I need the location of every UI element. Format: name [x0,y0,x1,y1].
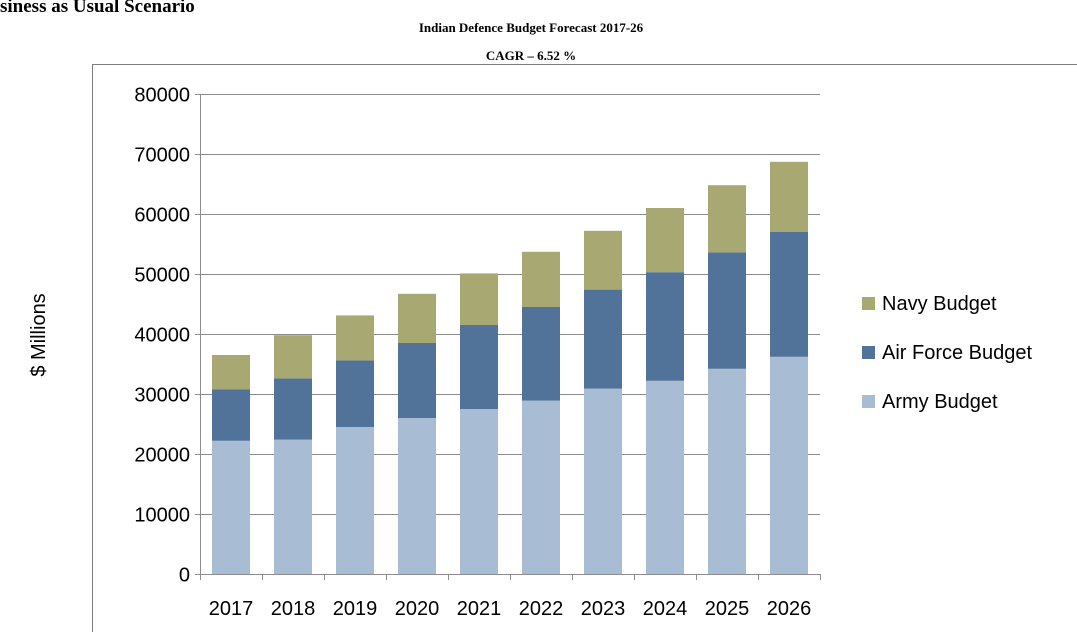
chart-title: Indian Defence Budget Forecast 2017-26 [418,20,644,35]
bar-army-budget [708,368,746,574]
bar-air-force-budget [584,289,622,389]
bar-navy-budget [336,315,374,361]
bar-air-force-budget [212,389,250,441]
bar-navy-budget [770,161,808,232]
bar-navy-budget [212,355,250,390]
bar-army-budget [770,356,808,574]
bar-air-force-budget [646,272,684,381]
bar-navy-budget [274,335,312,379]
x-tick-label: 2023 [581,598,626,620]
y-tick-label: 50000 [134,265,190,287]
x-tick-label: 2018 [271,598,316,620]
axes [195,94,821,580]
bar-air-force-budget [398,343,436,418]
legend-label: Navy Budget [882,293,997,315]
bar-army-budget [274,439,312,574]
bar-navy-budget [708,185,746,253]
x-tick-label: 2024 [643,598,688,620]
bar-air-force-budget [522,307,560,401]
bar-navy-budget [460,273,498,325]
bar-army-budget [212,440,250,574]
bar-air-force-budget [708,252,746,369]
y-tick-label: 10000 [134,505,190,527]
x-tick-label: 2022 [519,598,564,620]
x-tick-label: 2026 [767,598,812,620]
bar-army-budget [336,427,374,574]
y-tick-label: 30000 [134,385,190,407]
y-axis-label: $ Millions [28,293,50,376]
bar-army-budget [584,388,622,574]
bar-army-budget [460,409,498,574]
bar-air-force-budget [460,325,498,409]
bar-navy-budget [398,293,436,343]
y-tick-label: 40000 [134,325,190,347]
chart-frame [92,64,1077,632]
x-tick-label: 2021 [457,598,502,620]
bar-navy-budget [584,230,622,290]
x-tick-label: 2025 [705,598,750,620]
legend-swatch [862,297,875,310]
y-tick-label: 80000 [134,85,190,107]
bar-navy-budget [646,208,684,273]
page-heading: siness as Usual Scenario [0,0,195,17]
bar-navy-budget [522,251,560,307]
x-tick-label: 2019 [333,598,378,620]
legend: Navy Budget Air Force Budget Army Budget [862,293,1033,413]
legend-swatch [862,346,875,359]
bar-army-budget [522,400,560,574]
bars [212,161,808,574]
bar-air-force-budget [770,232,808,357]
y-tick-label: 0 [179,565,190,587]
tick-labels: 0 10000 20000 30000 40000 50000 60000 70000 8000… [134,85,811,621]
x-tick-label: 2020 [395,598,440,620]
y-tick-label: 70000 [134,145,190,167]
legend-swatch [862,395,875,408]
bar-army-budget [398,418,436,574]
y-tick-label: 60000 [134,205,190,227]
bar-air-force-budget [336,360,374,427]
bar-air-force-budget [274,378,312,440]
x-tick-label: 2017 [209,598,254,620]
y-tick-label: 20000 [134,445,190,467]
legend-label: Air Force Budget [882,342,1033,364]
legend-label: Army Budget [882,391,998,413]
bar-army-budget [646,380,684,574]
chart-subtitle: CAGR – 6.52 % [485,48,577,63]
